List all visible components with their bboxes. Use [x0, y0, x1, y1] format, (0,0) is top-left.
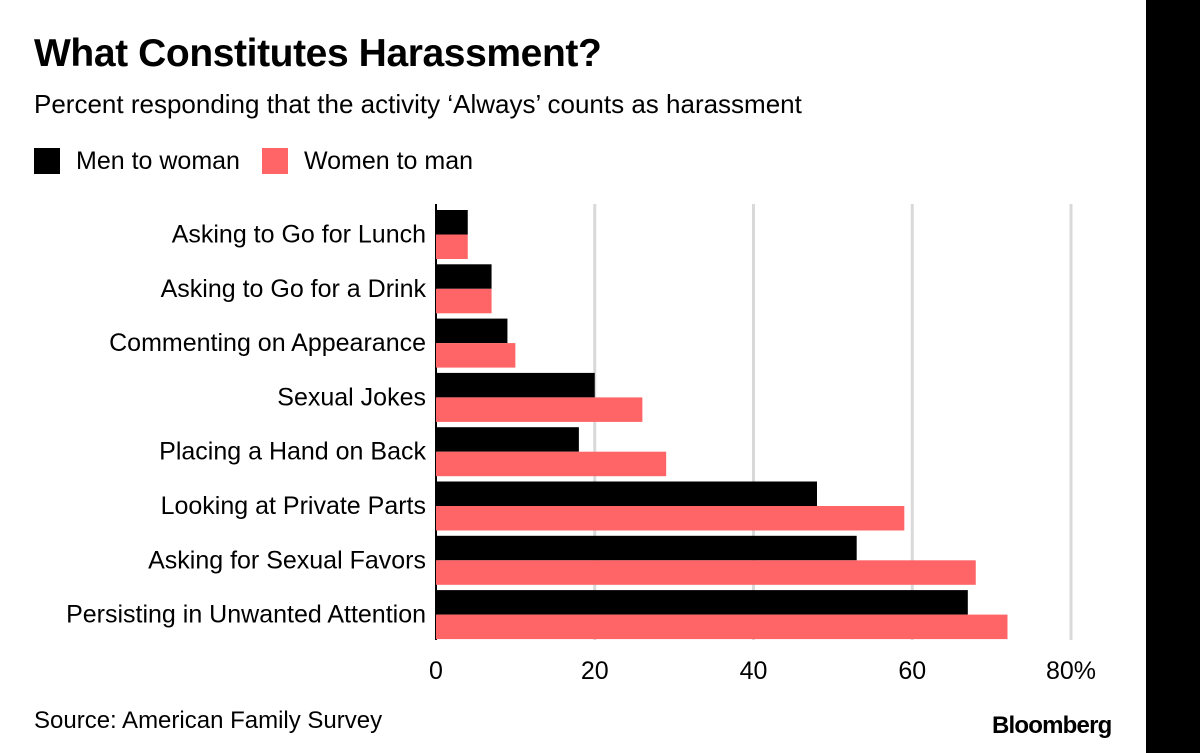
bar-women-to-man-asking-to-go-for-lunch	[436, 234, 468, 259]
bar-men-to-woman-persisting-in-unwanted-attention	[436, 590, 968, 615]
x-tick-label-80: 80%	[1046, 657, 1096, 685]
source-note: Source: American Family Survey	[34, 707, 383, 734]
category-label-commenting-on-appearance: Commenting on Appearance	[109, 329, 426, 357]
x-axis-tick-labels: 0 20 40 60 80%	[429, 657, 1096, 685]
chart-subtitle: Percent responding that the activity ‘Al…	[34, 89, 802, 119]
bar-men-to-woman-asking-to-go-for-lunch	[436, 210, 468, 235]
legend-label-women-to-man: Women to man	[303, 146, 474, 175]
bar-men-to-woman-sexual-jokes	[436, 372, 595, 398]
legend: Men to woman Women to man	[34, 145, 495, 177]
bars	[436, 210, 1008, 640]
bar-men-to-woman-placing-a-hand-on-back	[436, 427, 579, 452]
bar-women-to-man-commenting-on-appearance	[436, 343, 516, 368]
legend-swatch-men-to-woman	[34, 148, 60, 174]
legend-item-women-to-man: Women to man	[261, 146, 474, 176]
category-label-looking-at-private-parts: Looking at Private Parts	[161, 492, 426, 520]
x-tick-label-40: 40	[740, 657, 768, 685]
bar-women-to-man-placing-a-hand-on-back	[436, 451, 667, 477]
legend-label-men-to-woman: Men to woman	[76, 146, 240, 175]
bar-men-to-woman-looking-at-private-parts	[436, 481, 817, 506]
category-label-asking-for-sexual-favors: Asking for Sexual Favors	[148, 546, 426, 574]
bar-men-to-woman-commenting-on-appearance	[436, 318, 508, 344]
category-label-persisting-in-unwanted-attention: Persisting in Unwanted Attention	[66, 601, 426, 629]
bar-chart: Asking to Go for Lunch Asking to Go for a…	[66, 204, 1096, 685]
category-label-placing-a-hand-on-back: Placing a Hand on Back	[159, 438, 426, 466]
legend-swatch-women-to-man	[261, 148, 288, 174]
bloomberg-logo: Bloomberg	[992, 712, 1112, 739]
category-label-asking-to-go-for-lunch: Asking to Go for Lunch	[172, 221, 426, 249]
legend-item-men-to-woman: Men to woman	[34, 147, 240, 176]
x-tick-label-20: 20	[581, 657, 609, 685]
bar-men-to-woman-asking-for-sexual-favors	[436, 535, 857, 561]
bar-women-to-man-sexual-jokes	[436, 397, 643, 422]
right-edge-band	[1146, 0, 1200, 753]
bar-women-to-man-asking-to-go-for-a-drink	[436, 288, 492, 314]
category-label-sexual-jokes: Sexual Jokes	[277, 383, 426, 411]
x-tick-label-0: 0	[429, 657, 443, 685]
x-tick-label-60: 60	[898, 657, 926, 685]
category-labels: Asking to Go for Lunch Asking to Go for a…	[66, 221, 426, 629]
bar-men-to-woman-asking-to-go-for-a-drink	[436, 264, 492, 289]
bar-women-to-man-persisting-in-unwanted-attention	[436, 614, 1008, 640]
chart-title: What Constitutes Harassment?	[34, 32, 602, 75]
bar-women-to-man-looking-at-private-parts	[436, 506, 905, 531]
bar-women-to-man-asking-for-sexual-favors	[436, 560, 976, 585]
category-label-asking-to-go-for-a-drink: Asking to Go for a Drink	[161, 275, 427, 303]
